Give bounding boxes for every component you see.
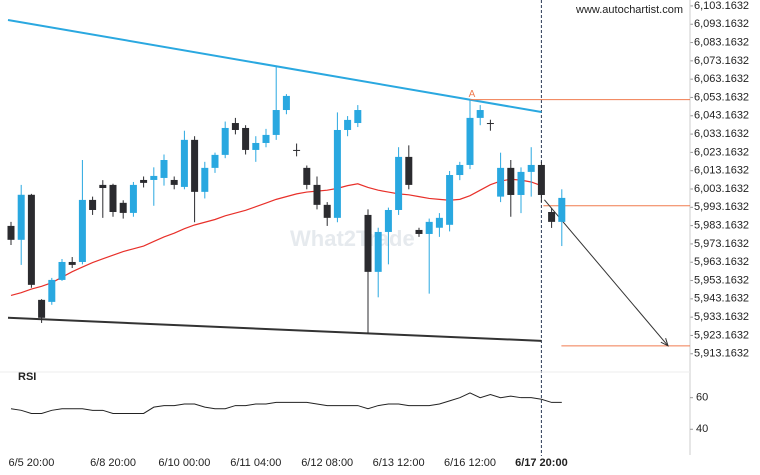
- rsi-tick-label: 60: [696, 392, 708, 404]
- y-tick-label: 6,083.1632: [694, 36, 749, 48]
- y-tick-label: 6,043.1632: [694, 110, 749, 122]
- candle-body: [384, 209, 392, 232]
- candle-body: [262, 134, 270, 143]
- candle-body: [425, 221, 433, 234]
- candle-body: [333, 129, 341, 218]
- candle-body: [558, 197, 566, 222]
- candle-body: [446, 175, 454, 225]
- candle-body: [527, 164, 535, 172]
- candle-body: [48, 279, 56, 302]
- x-tick-label: 6/16 12:00: [444, 457, 496, 469]
- rsi-line: [10, 392, 562, 414]
- candle-body: [476, 110, 484, 118]
- resistance-line: [7, 18, 542, 114]
- candle-body: [191, 139, 199, 192]
- candle-body: [140, 179, 148, 183]
- candle-body: [395, 156, 403, 210]
- y-tick-label: 6,063.1632: [694, 73, 749, 85]
- candle-body: [211, 154, 219, 168]
- candle-body: [119, 202, 127, 213]
- candle-body: [456, 164, 464, 176]
- watermark: What2Trade: [290, 226, 415, 251]
- candle-body: [129, 184, 137, 213]
- candle-body: [109, 184, 117, 212]
- y-tick-label: 5,973.1632: [694, 238, 749, 250]
- candle-body: [201, 167, 209, 192]
- candle-body: [38, 299, 46, 318]
- rsi-title: RSI: [18, 371, 36, 383]
- candle-body: [486, 123, 494, 125]
- candle-body: [7, 225, 15, 240]
- source: www.autochartist.com: [575, 4, 683, 16]
- candle-body: [231, 123, 239, 130]
- candle-body: [364, 214, 372, 272]
- candle-body: [58, 261, 66, 280]
- candle-body: [78, 199, 86, 262]
- y-tick-label: 5,993.1632: [694, 201, 749, 213]
- candle-body: [497, 167, 505, 197]
- y-tick-label: 5,953.1632: [694, 274, 749, 286]
- x-tick-label: 6/11 04:00: [230, 457, 281, 469]
- candle-body: [344, 119, 352, 130]
- x-tick-label: 6/12 08:00: [301, 457, 353, 469]
- y-tick-label: 5,963.1632: [694, 256, 749, 268]
- y-tick-label: 5,933.1632: [694, 311, 749, 323]
- y-tick-label: 6,033.1632: [694, 128, 749, 140]
- rsi-tick-label: 40: [696, 423, 708, 435]
- y-tick-label: 6,053.1632: [694, 91, 749, 103]
- y-tick-label: 6,013.1632: [694, 165, 749, 177]
- y-tick-label: 6,023.1632: [694, 146, 749, 158]
- x-tick-label: 6/5 20:00: [8, 457, 54, 469]
- y-tick-label: 6,003.1632: [694, 183, 749, 195]
- candle-body: [160, 160, 168, 178]
- y-tick-label: 6,093.1632: [694, 18, 749, 30]
- y-tick-label: 6,103.1632: [694, 0, 749, 12]
- y-tick-label: 5,923.1632: [694, 329, 749, 341]
- candle-body: [405, 156, 413, 185]
- y-tick-label: 5,983.1632: [694, 220, 749, 232]
- candle-body: [303, 167, 311, 185]
- candle-body: [180, 139, 188, 187]
- candle-body: [466, 117, 474, 165]
- forecast-arrow: [544, 199, 669, 347]
- candle-body: [99, 184, 107, 189]
- candle-body: [221, 127, 229, 155]
- pattern-label: A: [469, 89, 476, 100]
- candle-body: [517, 171, 525, 195]
- x-tick-label: 6/13 12:00: [373, 457, 425, 469]
- x-tick-label: 6/10 00:00: [158, 457, 210, 469]
- candle-body: [537, 164, 545, 195]
- candle-body: [150, 175, 158, 180]
- candle-body: [548, 211, 556, 222]
- y-tick-label: 5,913.1632: [694, 348, 749, 360]
- candle-body: [313, 184, 321, 205]
- candle-body: [170, 179, 178, 185]
- candle-body: [252, 142, 260, 150]
- arrow-head: [660, 338, 669, 347]
- candle-body: [27, 194, 35, 285]
- x-tick-label: 6/17 20:00: [515, 457, 568, 469]
- candle-body: [17, 194, 25, 240]
- y-tick-label: 6,073.1632: [694, 55, 749, 67]
- candle-body: [272, 110, 280, 135]
- moving-average: [10, 178, 542, 297]
- candle-body: [282, 95, 290, 111]
- candle-body: [89, 199, 97, 210]
- candle-body: [323, 204, 331, 218]
- candle-body: [415, 229, 423, 234]
- candle-body: [242, 127, 250, 150]
- candle-body: [354, 110, 362, 124]
- candle-body: [374, 231, 382, 272]
- candle-body: [68, 261, 76, 265]
- candle-body: [435, 217, 443, 228]
- support-line: [7, 316, 542, 342]
- candle-body: [293, 149, 301, 151]
- x-tick-label: 6/8 20:00: [90, 457, 136, 469]
- y-tick-label: 5,943.1632: [694, 293, 749, 305]
- candle-body: [507, 167, 515, 195]
